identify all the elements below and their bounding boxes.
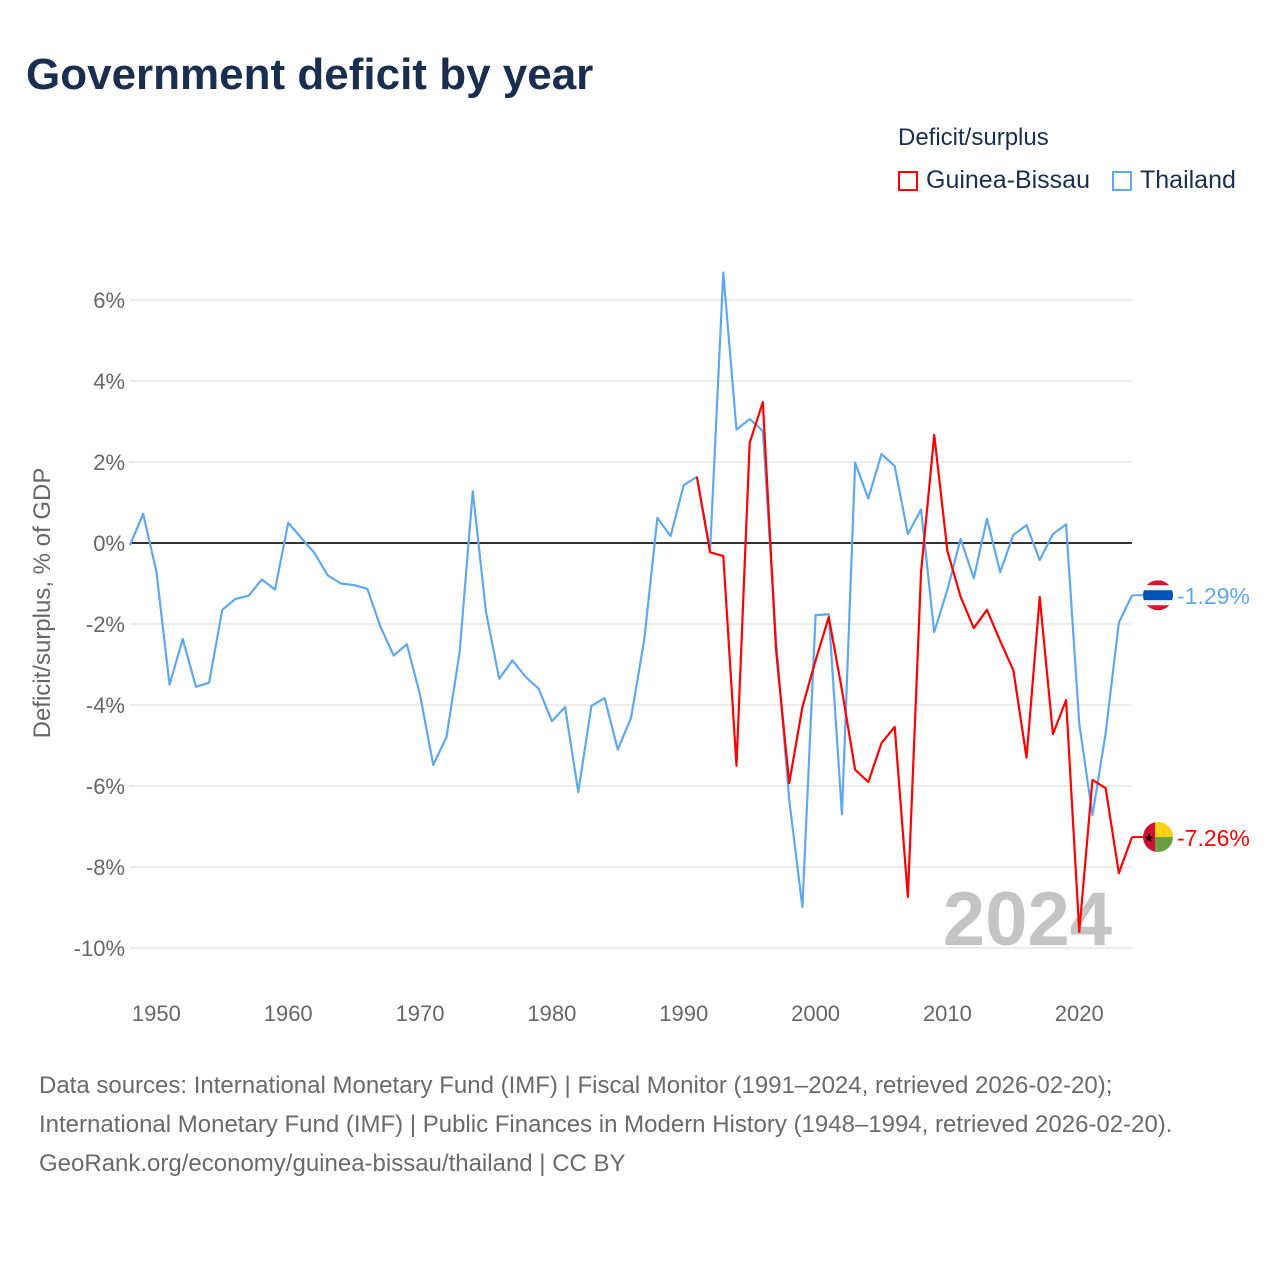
legend-swatch-thailand [1112, 170, 1132, 191]
legend-item-guinea-bissau[interactable]: Guinea-Bissau [898, 166, 1090, 195]
y-tick-label: 6% [93, 288, 125, 313]
flag-icon-guinea-bissau: ★ [1143, 822, 1173, 853]
legend-swatch-guinea-bissau [898, 170, 918, 191]
y-tick-label: -6% [86, 774, 125, 799]
chart-title: Government deficit by year [26, 50, 594, 99]
y-tick-label: -2% [86, 612, 125, 637]
series-line-guinea-bissau[interactable] [695, 400, 1134, 933]
x-tick-label: 1970 [396, 1001, 445, 1026]
y-tick-label: 0% [93, 531, 125, 556]
end-value-label-guinea-bissau: -7.26% [1177, 825, 1250, 851]
x-tick-label: 2020 [1055, 1001, 1104, 1026]
y-tick-label: -8% [86, 855, 125, 880]
end-value-label-thailand: -1.29% [1177, 583, 1250, 609]
x-tick-label: 1960 [264, 1001, 313, 1026]
x-tick-label: 1950 [132, 1001, 181, 1026]
x-tick-label: 2000 [791, 1001, 840, 1026]
x-tick-label: 2010 [923, 1001, 972, 1026]
x-tick-label: 1980 [527, 1001, 576, 1026]
y-tick-label: -10% [74, 936, 125, 961]
series-line-thailand[interactable] [128, 271, 1133, 909]
footer: Data sources: International Monetary Fun… [39, 1066, 1239, 1183]
year-watermark: 2024 [943, 877, 1112, 962]
legend-title: Deficit/surplus [898, 124, 1049, 151]
legend-label: Guinea-Bissau [926, 166, 1090, 194]
y-tick-label: 2% [93, 450, 125, 475]
y-tick-label: 4% [93, 369, 125, 394]
y-axis-label: Deficit/surplus, % of GDP [29, 468, 56, 739]
x-tick-label: 1990 [659, 1001, 708, 1026]
svg-text:★: ★ [1144, 831, 1155, 845]
data-sources: Data sources: International Monetary Fun… [39, 1072, 1173, 1138]
source-link[interactable]: GeoRank.org/economy/guinea-bissau/thaila… [39, 1150, 626, 1177]
legend-item-thailand[interactable]: Thailand [1112, 166, 1236, 195]
y-tick-label: -4% [86, 693, 125, 718]
legend-label: Thailand [1140, 166, 1236, 194]
flag-icon-thailand [1143, 580, 1173, 611]
